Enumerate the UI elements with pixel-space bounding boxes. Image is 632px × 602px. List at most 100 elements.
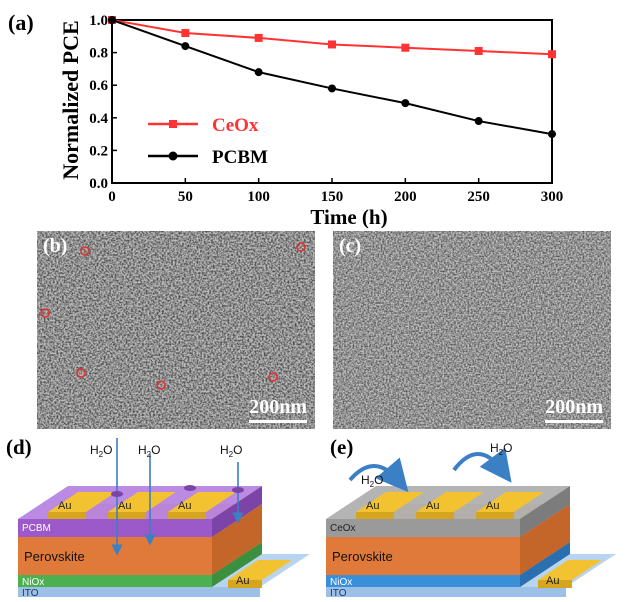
perovskite-side-e xyxy=(520,504,570,575)
pcbm-label-d: PCBM xyxy=(22,523,51,534)
au-electrode xyxy=(108,492,176,512)
au-electrode-front xyxy=(416,512,454,519)
ito-label-e: ITO xyxy=(330,588,347,597)
data-point-pcbm xyxy=(108,16,116,24)
sem-image-c: (c) 200nm xyxy=(333,231,611,429)
x-tick-label: 300 xyxy=(541,189,564,205)
data-point-pcbm xyxy=(401,99,410,108)
y-tick-label: 0.4 xyxy=(89,111,108,127)
ito-label-d: ITO xyxy=(22,588,39,597)
perovskite-label-e: Perovskite xyxy=(332,549,393,564)
data-point-ceox xyxy=(474,46,483,55)
au-electrodes-e: Au Au Au xyxy=(356,492,544,519)
water-label-e-2: H2O xyxy=(490,441,512,457)
diagram-e: (e) ITO Au NiOx Perovskite CeOx xyxy=(326,435,616,599)
side-au-front-d xyxy=(228,580,262,588)
data-point-pcbm xyxy=(548,130,556,139)
au-label: Au xyxy=(58,500,71,512)
au-electrode xyxy=(48,492,116,512)
side-au-label-e: Au xyxy=(546,575,559,587)
scale-bar-c: 200nm xyxy=(545,396,603,423)
panel-label-d: (d) xyxy=(6,435,32,459)
perovskite-side-d xyxy=(212,504,262,575)
nio-label-d: NiOx xyxy=(22,577,44,588)
y-tick-label: 0.0 xyxy=(89,176,108,192)
au-electrode-front xyxy=(356,512,394,519)
water-deflect-arrow xyxy=(348,457,409,493)
ceox-label-e: CeOx xyxy=(330,523,356,534)
legend-marker-pcbm xyxy=(168,151,178,161)
scale-label-b: 200nm xyxy=(249,396,307,418)
pinhole xyxy=(184,485,196,491)
au-electrode xyxy=(356,492,424,512)
ito-front-e xyxy=(326,587,566,597)
water-label-d-3: H2O xyxy=(220,443,242,459)
device-diagrams: (d) ITO Au NiOx Perovskite PCBM xyxy=(0,432,632,599)
panel-label-e: (e) xyxy=(330,435,353,459)
pce-chart: (a) Normalized PCE Time (h) 0 50 100 150 200… xyxy=(0,0,632,229)
side-au-top-d xyxy=(228,560,292,580)
pcbm-side-d xyxy=(212,486,262,537)
au-electrode-front xyxy=(108,512,146,519)
x-tick-label: 0 xyxy=(108,189,116,205)
nio-label-e: NiOx xyxy=(330,577,352,588)
x-tick-label: 150 xyxy=(321,189,344,205)
y-tick-label: 0.2 xyxy=(89,143,108,159)
au-label: Au xyxy=(366,500,379,512)
scale-line-b xyxy=(249,420,307,423)
au-electrodes-d: Au Au Au xyxy=(48,492,236,519)
panel-label-a: (a) xyxy=(8,10,34,35)
sem-texture-b xyxy=(37,231,315,429)
data-point-ceox xyxy=(181,29,190,38)
panel-label-b: (b) xyxy=(43,235,68,257)
defect-marker xyxy=(76,368,86,378)
data-point-ceox xyxy=(254,33,263,42)
data-point-pcbm xyxy=(254,68,263,77)
defect-markers xyxy=(40,242,306,390)
defect-marker xyxy=(156,380,166,390)
panel-label-c: (c) xyxy=(339,235,362,257)
defect-marker xyxy=(40,308,50,318)
defect-marker xyxy=(268,372,278,382)
side-au-front-e xyxy=(538,580,572,588)
au-electrode-front xyxy=(476,512,514,519)
data-point-pcbm xyxy=(328,84,336,93)
x-tick-label: 100 xyxy=(247,189,270,205)
plot-area: 0 50 100 150 200 250 300 0.0 0.2 0.4 0.6 0.8 1.0 CeOx… xyxy=(89,13,563,205)
data-point-pcbm xyxy=(181,42,190,51)
legend-label-ceox: CeOx xyxy=(212,115,259,136)
sem-image-b: (b) 200nm xyxy=(37,231,315,429)
nio-side-d xyxy=(212,542,262,587)
diagram-d: (d) ITO Au NiOx Perovskite PCBM xyxy=(6,435,310,599)
device-diagrams-svg: (d) ITO Au NiOx Perovskite PCBM xyxy=(6,435,616,599)
pinhole-bumps-d xyxy=(111,485,244,497)
series-line-pcbm xyxy=(111,19,553,136)
scale-bar-b: 200nm xyxy=(249,396,307,423)
legend-marker-ceox xyxy=(169,120,177,128)
y-axis-label: Normalized PCE xyxy=(58,20,83,179)
sem-texture-c xyxy=(333,231,611,429)
nio-front-e xyxy=(326,575,520,587)
au-label: Au xyxy=(426,500,439,512)
y-tick-label: 0.8 xyxy=(89,46,108,62)
au-electrode xyxy=(476,492,544,512)
ito-front-d xyxy=(18,587,260,597)
ceox-front-e xyxy=(326,519,520,537)
water-label-d-1: H2O xyxy=(90,443,112,459)
ceox-side-e xyxy=(520,486,570,537)
perovskite-label-d: Perovskite xyxy=(24,549,85,564)
series-line-ceox xyxy=(111,19,553,56)
pinhole xyxy=(111,491,123,497)
nio-front-d xyxy=(18,575,212,587)
water-deflect-arrow xyxy=(452,447,512,483)
x-axis-label: Time (h) xyxy=(310,205,387,228)
x-tick-label: 250 xyxy=(467,189,490,205)
nio-side-e xyxy=(520,542,570,587)
x-tick-label: 50 xyxy=(178,189,193,205)
au-electrode-front xyxy=(168,512,206,519)
x-tick-label: 200 xyxy=(394,189,417,205)
defect-marker xyxy=(296,242,306,252)
defect-marker xyxy=(80,246,90,256)
data-point-ceox xyxy=(548,50,556,59)
au-electrode-front xyxy=(48,512,86,519)
